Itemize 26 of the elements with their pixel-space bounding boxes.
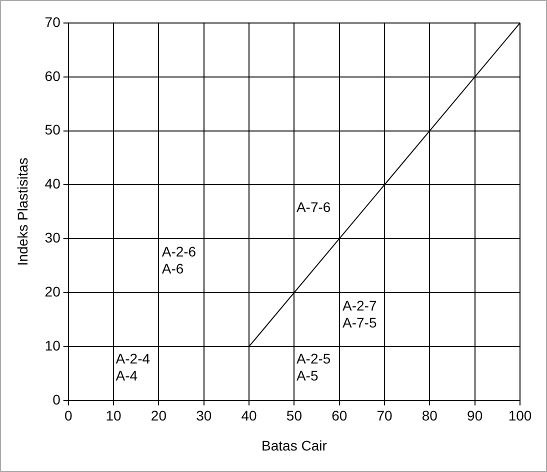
x-tick-label: 100 [508, 408, 532, 424]
x-tick-label: 50 [286, 408, 302, 424]
x-tick-label: 70 [376, 408, 393, 424]
x-tick-label: 90 [467, 408, 483, 424]
x-tick-label: 80 [422, 408, 438, 424]
x-tick-label: 60 [332, 408, 348, 424]
x-tick-label: 0 [64, 408, 72, 424]
y-tick-label: 0 [52, 391, 61, 408]
y-tick-label: 10 [44, 337, 61, 354]
y-tick-label: 70 [44, 14, 61, 30]
annotation: A-2-4 A-4 [116, 350, 150, 384]
annotation: A-2-6 A-6 [162, 244, 196, 276]
x-tick-label: 10 [106, 408, 122, 424]
x-axis-title: Batas Cair [262, 437, 328, 454]
y-tick-label: 50 [44, 122, 61, 138]
x-tick-label: 40 [241, 408, 258, 424]
y-tick-label: 20 [44, 283, 61, 300]
x-tick-label: 20 [150, 408, 167, 424]
annotation: A-2-7 A-7-5 [342, 297, 377, 330]
y-tick-label: 60 [44, 68, 61, 84]
annotation: A-2-5 A-5 [296, 350, 331, 384]
y-tick-label: 40 [44, 176, 61, 192]
y-axis-title: Indeks Plastisitas [14, 158, 30, 266]
x-tick-label: 30 [196, 408, 212, 424]
annotation: A-7-6 [296, 199, 331, 216]
y-tick-label: 30 [44, 230, 61, 246]
